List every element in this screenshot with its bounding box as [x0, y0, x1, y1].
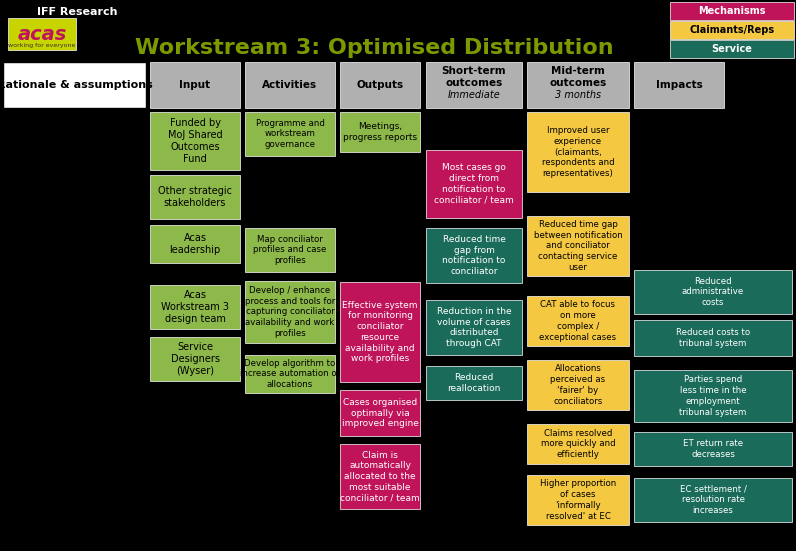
FancyBboxPatch shape	[245, 281, 335, 343]
FancyBboxPatch shape	[340, 62, 420, 108]
Text: Claim is
automatically
allocated to the
most suitable
conciliator / team: Claim is automatically allocated to the …	[340, 451, 419, 503]
Text: Immediate: Immediate	[447, 90, 501, 100]
FancyBboxPatch shape	[340, 112, 420, 152]
Text: Cases organised
optimally via
improved engine: Cases organised optimally via improved e…	[341, 398, 419, 428]
FancyBboxPatch shape	[340, 390, 420, 436]
FancyBboxPatch shape	[670, 40, 794, 58]
Text: Claims resolved
more quickly and
efficiently: Claims resolved more quickly and efficie…	[540, 429, 615, 459]
FancyBboxPatch shape	[340, 444, 420, 509]
FancyBboxPatch shape	[634, 320, 792, 356]
FancyBboxPatch shape	[340, 282, 420, 382]
FancyBboxPatch shape	[527, 360, 629, 410]
Text: Reduction in the
volume of cases
distributed
through CAT: Reduction in the volume of cases distrib…	[437, 307, 511, 348]
Text: Service: Service	[712, 44, 752, 54]
Text: Reduced time gap
between notification
and conciliator
contacting service
user: Reduced time gap between notification an…	[533, 220, 622, 272]
Text: Meetings,
progress reports: Meetings, progress reports	[343, 122, 417, 142]
FancyBboxPatch shape	[426, 366, 522, 400]
Text: Activities: Activities	[263, 80, 318, 90]
Text: Higher proportion
of cases
'informally
resolved' at EC: Higher proportion of cases 'informally r…	[540, 479, 616, 521]
FancyBboxPatch shape	[245, 355, 335, 393]
Text: working for everyone: working for everyone	[8, 44, 76, 48]
FancyBboxPatch shape	[426, 228, 522, 283]
Text: Develop algorithm to
increase automation of
allocations: Develop algorithm to increase automation…	[240, 359, 340, 389]
FancyBboxPatch shape	[245, 62, 335, 108]
Text: Reduced
administrative
costs: Reduced administrative costs	[682, 277, 744, 307]
FancyBboxPatch shape	[634, 478, 792, 522]
FancyBboxPatch shape	[150, 285, 240, 329]
Text: Most cases go
direct from
notification to
conciliator / team: Most cases go direct from notification t…	[434, 164, 514, 204]
FancyBboxPatch shape	[527, 475, 629, 525]
FancyBboxPatch shape	[150, 337, 240, 381]
Text: EC settlement /
resolution rate
increases: EC settlement / resolution rate increase…	[680, 485, 747, 515]
FancyBboxPatch shape	[3, 62, 146, 108]
Text: Develop / enhance
process and tools for
capturing conciliator
availability and w: Develop / enhance process and tools for …	[245, 286, 335, 338]
FancyBboxPatch shape	[670, 2, 794, 20]
FancyBboxPatch shape	[634, 270, 792, 314]
FancyBboxPatch shape	[426, 300, 522, 355]
FancyBboxPatch shape	[634, 62, 724, 108]
Text: acas: acas	[18, 24, 67, 44]
Text: Workstream 3: Optimised Distribution: Workstream 3: Optimised Distribution	[135, 38, 614, 58]
FancyBboxPatch shape	[150, 225, 240, 263]
FancyBboxPatch shape	[150, 175, 240, 219]
FancyBboxPatch shape	[527, 112, 629, 192]
Text: Allocations
perceived as
'fairer' by
conciliators: Allocations perceived as 'fairer' by con…	[551, 364, 606, 406]
Text: Reduced time
gap from
notification to
conciliator: Reduced time gap from notification to co…	[443, 235, 505, 276]
Text: Outputs: Outputs	[357, 80, 404, 90]
Text: 3 months: 3 months	[555, 90, 601, 100]
FancyBboxPatch shape	[150, 112, 240, 170]
Text: Claimants/Reps: Claimants/Reps	[689, 25, 775, 35]
FancyBboxPatch shape	[245, 228, 335, 272]
Text: Service
Designers
(Wyser): Service Designers (Wyser)	[170, 342, 220, 376]
Text: Other strategic
stakeholders: Other strategic stakeholders	[158, 186, 232, 208]
FancyBboxPatch shape	[634, 432, 792, 466]
Text: Impacts: Impacts	[656, 80, 702, 90]
Text: Mechanisms: Mechanisms	[698, 6, 766, 16]
Text: Parties spend
less time in the
employment
tribunal system: Parties spend less time in the employmen…	[679, 375, 747, 417]
FancyBboxPatch shape	[8, 18, 76, 50]
FancyBboxPatch shape	[634, 370, 792, 422]
Text: Rationale & assumptions: Rationale & assumptions	[0, 80, 152, 90]
FancyBboxPatch shape	[670, 21, 794, 39]
FancyBboxPatch shape	[527, 424, 629, 464]
FancyBboxPatch shape	[527, 62, 629, 108]
Text: Reduced
reallocation: Reduced reallocation	[447, 373, 501, 393]
Text: Improved user
experience
(claimants,
respondents and
representatives): Improved user experience (claimants, res…	[542, 126, 615, 178]
FancyBboxPatch shape	[527, 296, 629, 346]
Text: Short-term
outcomes: Short-term outcomes	[442, 66, 506, 88]
Text: Reduced costs to
tribunal system: Reduced costs to tribunal system	[676, 328, 750, 348]
Text: Acas
leadership: Acas leadership	[170, 233, 220, 255]
Text: Mid-term
outcomes: Mid-term outcomes	[549, 66, 607, 88]
Text: Funded by
MoJ Shared
Outcomes
Fund: Funded by MoJ Shared Outcomes Fund	[168, 118, 222, 164]
Text: IFF Research: IFF Research	[37, 7, 118, 17]
FancyBboxPatch shape	[150, 62, 240, 108]
Text: ET return rate
decreases: ET return rate decreases	[683, 439, 743, 459]
FancyBboxPatch shape	[426, 62, 522, 108]
FancyBboxPatch shape	[527, 216, 629, 276]
Text: Programme and
workstream
governance: Programme and workstream governance	[256, 119, 325, 149]
Text: Effective system
for monitoring
conciliator
resource
availability and
work profi: Effective system for monitoring concilia…	[342, 301, 418, 363]
Text: Map conciliator
profiles and case
profiles: Map conciliator profiles and case profil…	[253, 235, 326, 265]
FancyBboxPatch shape	[245, 112, 335, 156]
Text: CAT able to focus
on more
complex /
exceptional cases: CAT able to focus on more complex / exce…	[540, 300, 617, 342]
Text: Acas
Workstream 3
design team: Acas Workstream 3 design team	[161, 290, 229, 324]
Text: Input: Input	[179, 80, 211, 90]
FancyBboxPatch shape	[426, 150, 522, 218]
